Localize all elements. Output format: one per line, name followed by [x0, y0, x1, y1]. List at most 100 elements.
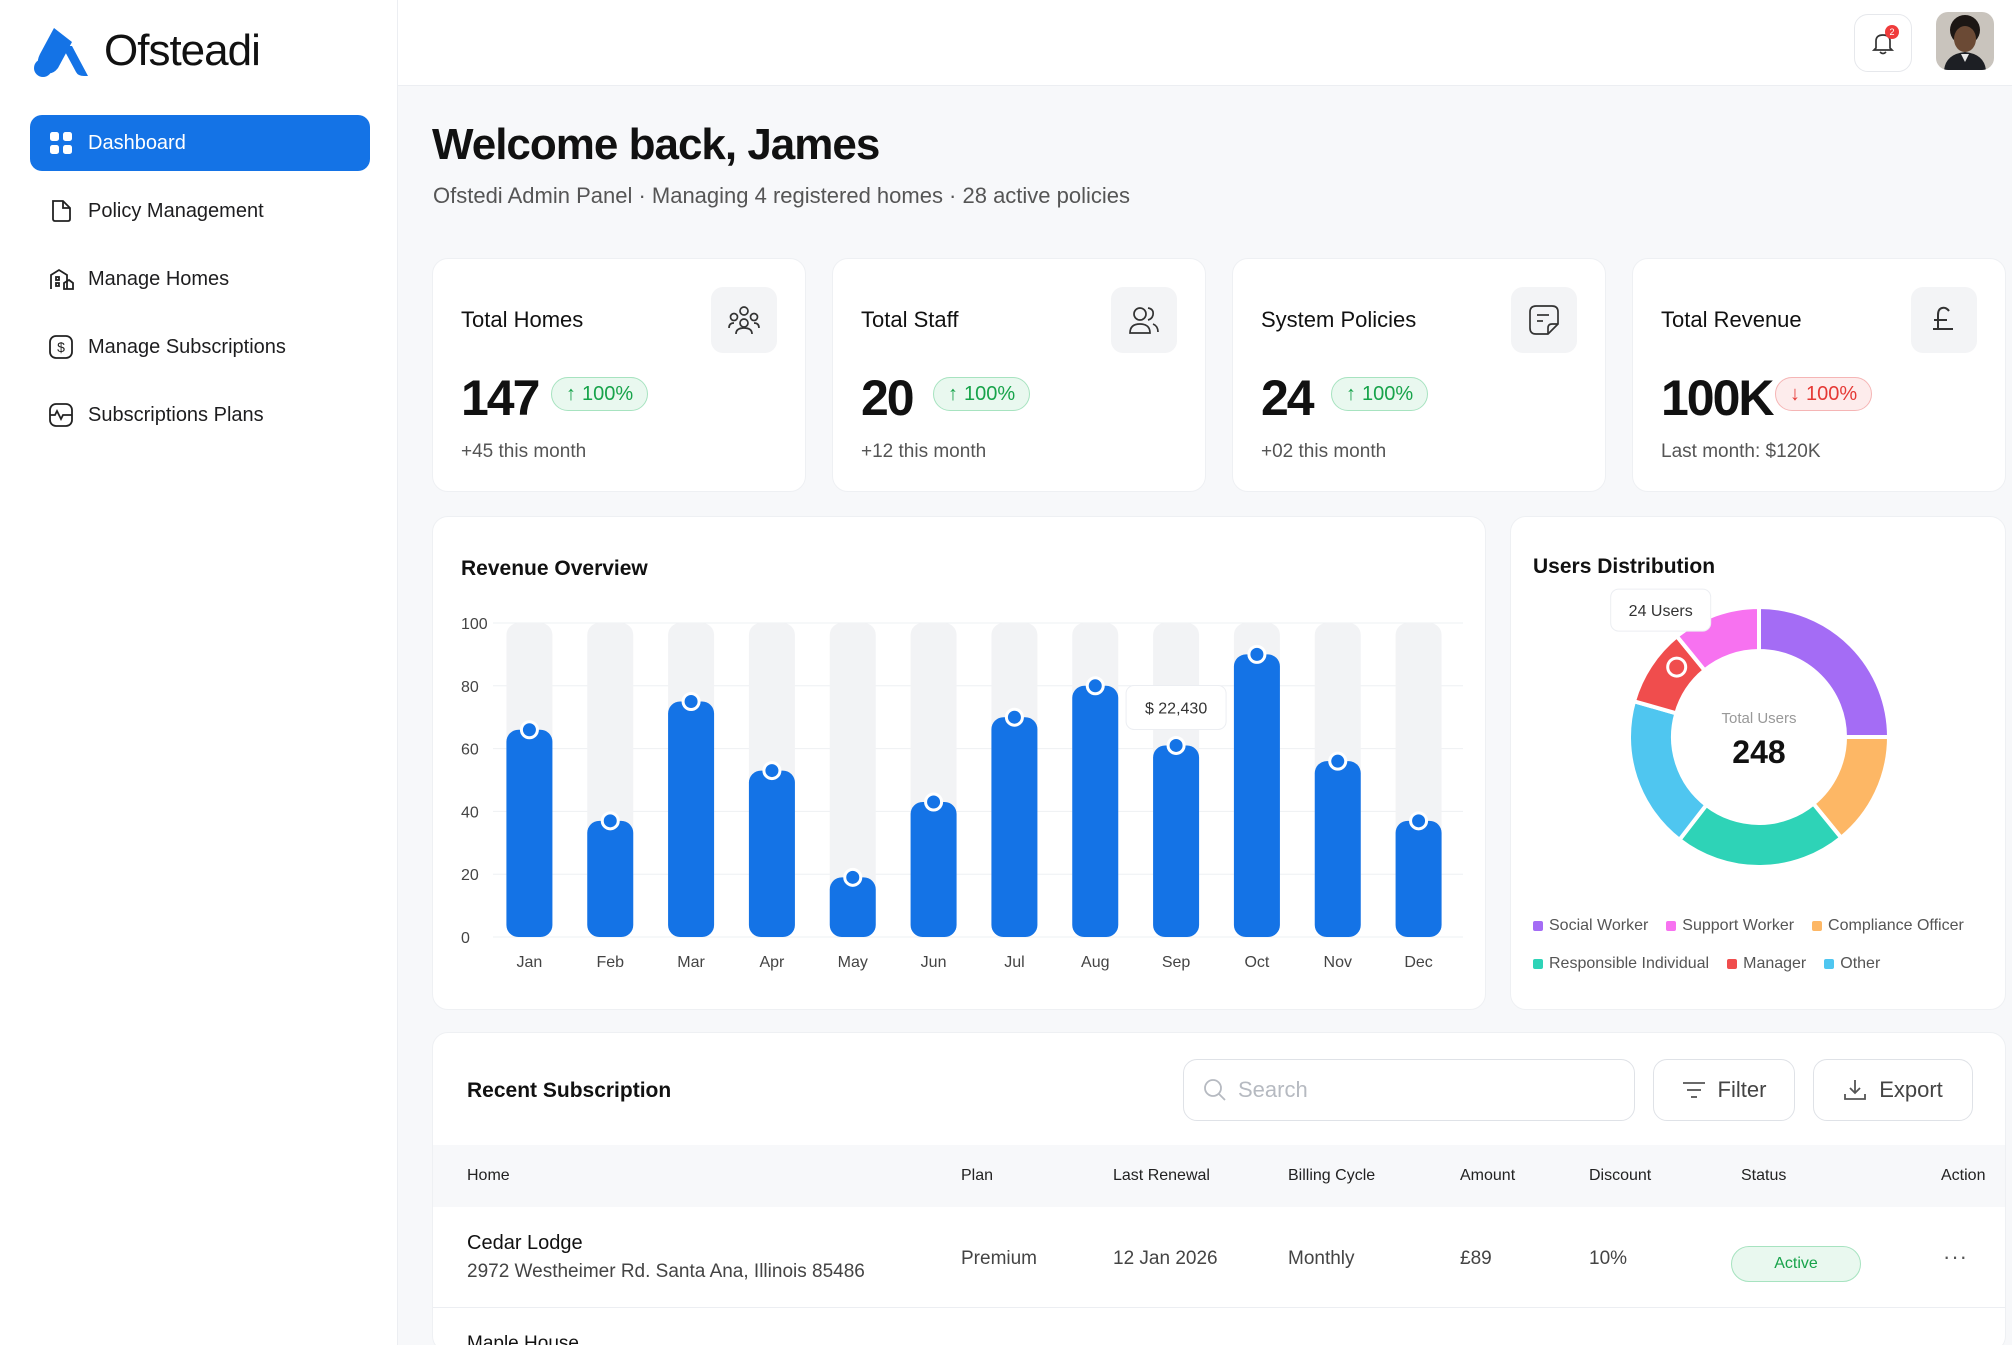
search-icon	[1204, 1079, 1226, 1101]
stat-sub: +45 this month	[461, 441, 587, 462]
brand-logo[interactable]: Ofsteadi	[32, 24, 261, 78]
sidebar-item-label: Dashboard	[88, 131, 186, 154]
legend-label: Manager	[1743, 955, 1807, 972]
row-last-renewal: 12 Jan 2026	[1113, 1248, 1218, 1269]
users-distribution-panel: Users Distribution Total Users 248 24 User…	[1510, 516, 2006, 1010]
revenue-overview-title: Revenue Overview	[461, 557, 648, 580]
search-input[interactable]	[1238, 1077, 1618, 1103]
sidebar-item-manage-subscriptions[interactable]: $ Manage Subscriptions	[30, 319, 370, 375]
sidebar-item-policy-management[interactable]: Policy Management	[30, 183, 370, 239]
sidebar-item-subscriptions-plans[interactable]: Subscriptions Plans	[30, 387, 370, 443]
bar-track	[829, 623, 876, 937]
bar-jul[interactable]	[991, 717, 1038, 937]
user-avatar-image	[1936, 12, 1994, 70]
table-row[interactable]: Cedar Lodge 2972 Westheimer Rd. Santa An…	[433, 1208, 2005, 1308]
bar-feb[interactable]	[587, 820, 634, 937]
arrow-up-icon: ↑	[948, 382, 958, 405]
stat-change-value: 100%	[582, 382, 634, 405]
bar-tooltip: $ 22,430	[1125, 684, 1227, 730]
stat-change-value: 100%	[1362, 382, 1414, 405]
status-badge: Active	[1731, 1246, 1861, 1282]
x-tick-label: Sep	[1162, 954, 1191, 971]
bar-apr[interactable]	[748, 770, 795, 937]
x-tick-label: Aug	[1081, 954, 1109, 971]
svg-text:$: $	[57, 339, 65, 355]
filter-icon	[1682, 1082, 1705, 1098]
stat-card-system-policies: System Policies 24 ↑ 100% +02 this month	[1232, 258, 1606, 492]
building-icon	[48, 266, 74, 292]
document-icon	[48, 198, 74, 224]
stat-card-total-staff: Total Staff 20 ↑ 100% +12 this month	[832, 258, 1206, 492]
bar-tooltip-text: $ 22,430	[1145, 700, 1207, 717]
bar-aug[interactable]	[1072, 685, 1119, 937]
column-header-plan[interactable]: Plan	[961, 1167, 994, 1184]
row-action-menu[interactable]: ···	[1943, 1244, 1968, 1269]
y-tick-label: 100	[461, 616, 488, 633]
column-header-last-renewal[interactable]: Last Renewal	[1113, 1167, 1210, 1184]
bar-point-apr	[762, 761, 782, 781]
column-header-discount[interactable]: Discount	[1589, 1167, 1652, 1184]
legend-label: Other	[1840, 955, 1881, 972]
legend-swatch	[1824, 959, 1835, 969]
donut-slice-responsible-individual[interactable]	[1676, 800, 1844, 869]
search-box[interactable]	[1183, 1059, 1635, 1121]
bar-mar[interactable]	[668, 701, 715, 938]
stat-value: 20	[861, 370, 915, 426]
legend-item-support-worker[interactable]: Support Worker	[1666, 917, 1794, 935]
sidebar: Ofsteadi Dashboard Policy Management Man…	[0, 0, 398, 1345]
donut-slice-other[interactable]	[1627, 698, 1710, 843]
stat-change-badge: ↑ 100%	[933, 377, 1031, 411]
filter-button[interactable]: Filter	[1653, 1059, 1795, 1121]
legend-item-manager[interactable]: Manager	[1727, 955, 1806, 973]
column-header-amount[interactable]: Amount	[1460, 1167, 1516, 1184]
stat-label: Total Revenue	[1661, 307, 1802, 332]
donut-legend: Social Worker Support Worker Compliance Of…	[1533, 917, 2012, 973]
column-header-home[interactable]: Home	[467, 1167, 510, 1184]
bar-sep[interactable]	[1153, 745, 1200, 937]
legend-swatch	[1812, 921, 1823, 931]
sidebar-item-label: Subscriptions Plans	[88, 403, 264, 426]
legend-item-other[interactable]: Other	[1824, 955, 1880, 973]
top-bar: 2	[398, 0, 2012, 86]
export-button[interactable]: Export	[1813, 1059, 1973, 1121]
users-group-icon	[711, 287, 777, 353]
recent-subscription-panel: Recent Subscription Filter Export Home P…	[432, 1032, 2006, 1345]
legend-label: Social Worker	[1549, 917, 1649, 934]
legend-swatch	[1533, 959, 1543, 969]
stat-card-total-homes: Total Homes 147 ↑ 100% +45 this month	[432, 258, 806, 492]
sidebar-item-manage-homes[interactable]: Manage Homes	[30, 251, 370, 307]
bar-oct[interactable]	[1233, 654, 1280, 937]
bar-jan[interactable]	[506, 729, 553, 937]
brand-logo-icon	[34, 28, 88, 77]
x-tick-label: Apr	[759, 954, 785, 971]
stat-value: 100K	[1661, 370, 1775, 426]
bar-point-jan	[519, 720, 539, 740]
x-tick-label: Oct	[1244, 954, 1269, 971]
revenue-overview-panel: Revenue Overview 0 20 40 60 80 100 Jan Feb Mar Ap…	[432, 516, 1486, 1010]
bar-jun[interactable]	[910, 801, 957, 937]
x-tick-label: Jan	[517, 954, 543, 971]
legend-item-responsible-individual[interactable]: Responsible Individual	[1533, 955, 1709, 973]
stat-sub: +12 this month	[861, 441, 987, 462]
row-home-name: Cedar Lodge	[467, 1232, 583, 1254]
sidebar-item-dashboard[interactable]: Dashboard	[30, 115, 370, 171]
legend-label: Compliance Officer	[1828, 917, 1964, 934]
sidebar-nav: Dashboard Policy Management Manage Homes…	[30, 115, 370, 455]
bell-icon	[1871, 34, 1895, 55]
bar-dec[interactable]	[1395, 820, 1442, 937]
legend-swatch	[1727, 959, 1738, 969]
bar-may[interactable]	[829, 877, 876, 937]
avatar[interactable]	[1936, 12, 1994, 70]
bar-nov[interactable]	[1314, 761, 1361, 937]
column-header-status[interactable]: Status	[1741, 1167, 1787, 1184]
y-tick-label: 60	[461, 742, 479, 759]
page-subtitle: Ofstedi Admin Panel · Managing 4 registe…	[433, 183, 1131, 208]
notification-button[interactable]: 2	[1854, 14, 1912, 72]
legend-item-social-worker[interactable]: Social Worker	[1533, 917, 1648, 935]
column-header-billing-cycle[interactable]: Billing Cycle	[1288, 1167, 1376, 1184]
bar-point-dec	[1409, 811, 1429, 831]
row-amount: £89	[1460, 1248, 1492, 1269]
sidebar-item-label: Manage Subscriptions	[88, 335, 286, 358]
legend-swatch	[1666, 921, 1677, 931]
legend-item-compliance-officer[interactable]: Compliance Officer	[1812, 917, 1964, 935]
